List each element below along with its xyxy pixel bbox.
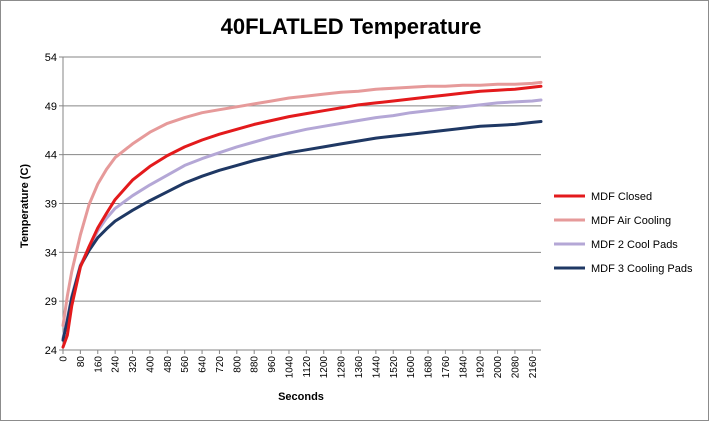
x-tick-label: 400 bbox=[145, 356, 156, 373]
series-lines bbox=[61, 80, 543, 349]
x-tick-label: 720 bbox=[215, 356, 226, 373]
x-tick-label: 1760 bbox=[441, 356, 452, 379]
x-tick-label: 1120 bbox=[302, 356, 313, 378]
x-tick-label: 2080 bbox=[510, 356, 521, 379]
series-line-4 bbox=[61, 120, 543, 342]
x-tick-label: 560 bbox=[180, 356, 191, 373]
x-tick-label: 240 bbox=[111, 356, 122, 373]
x-tick-label: 160 bbox=[93, 356, 104, 373]
chart-title: 40FLATLED Temperature bbox=[221, 14, 482, 39]
x-tick-label: 1680 bbox=[424, 356, 435, 379]
x-tick-label: 480 bbox=[163, 356, 174, 373]
x-tick-label: 1920 bbox=[476, 356, 487, 379]
x-tick-label: 320 bbox=[128, 356, 139, 373]
y-tick-label: 39 bbox=[45, 199, 57, 211]
y-tick-label: 29 bbox=[45, 296, 57, 308]
x-tick-label: 1040 bbox=[284, 356, 295, 379]
x-tick-label: 80 bbox=[76, 356, 87, 368]
legend: MDF Closed MDF Air Cooling MDF 2 Cool Pads… bbox=[554, 191, 693, 275]
x-tick-label: 1840 bbox=[458, 356, 469, 379]
legend-label: MDF Closed bbox=[591, 191, 652, 203]
series-line-3 bbox=[61, 98, 543, 340]
x-tick-label: 0 bbox=[59, 356, 70, 362]
legend-label: MDF 2 Cool Pads bbox=[591, 239, 678, 251]
x-tick-label: 1200 bbox=[319, 356, 330, 379]
x-tick-label: 1520 bbox=[389, 356, 400, 379]
series-line-2 bbox=[61, 80, 543, 328]
y-tick-label: 24 bbox=[45, 345, 57, 357]
y-tick-label: 49 bbox=[45, 101, 57, 113]
legend-label: MDF Air Cooling bbox=[591, 215, 671, 227]
x-tick-label: 2000 bbox=[493, 356, 504, 379]
x-tick-label: 640 bbox=[198, 356, 209, 373]
x-tick-label: 1600 bbox=[406, 356, 417, 379]
x-tick-label: 2160 bbox=[528, 356, 539, 379]
y-axis-ticks: 24 29 34 39 44 49 54 bbox=[45, 52, 63, 357]
x-tick-label: 1360 bbox=[354, 356, 365, 379]
x-tick-label: 1280 bbox=[337, 356, 348, 379]
y-axis-title: Temperature (C) bbox=[19, 164, 31, 248]
x-tick-label: 800 bbox=[232, 356, 243, 373]
x-tick-label: 880 bbox=[250, 356, 261, 373]
x-tick-label: 1440 bbox=[371, 356, 382, 379]
y-tick-label: 54 bbox=[45, 52, 57, 64]
x-axis-title: Seconds bbox=[278, 391, 324, 403]
x-tick-label: 960 bbox=[267, 356, 278, 373]
legend-label: MDF 3 Cooling Pads bbox=[591, 263, 693, 275]
x-axis-ticks: 0 80 160 240 320 400 480 560 640 720 800 880 960 1040… bbox=[59, 350, 539, 378]
y-tick-label: 34 bbox=[45, 247, 57, 259]
y-tick-label: 44 bbox=[45, 150, 57, 162]
series-line-1 bbox=[61, 84, 543, 349]
